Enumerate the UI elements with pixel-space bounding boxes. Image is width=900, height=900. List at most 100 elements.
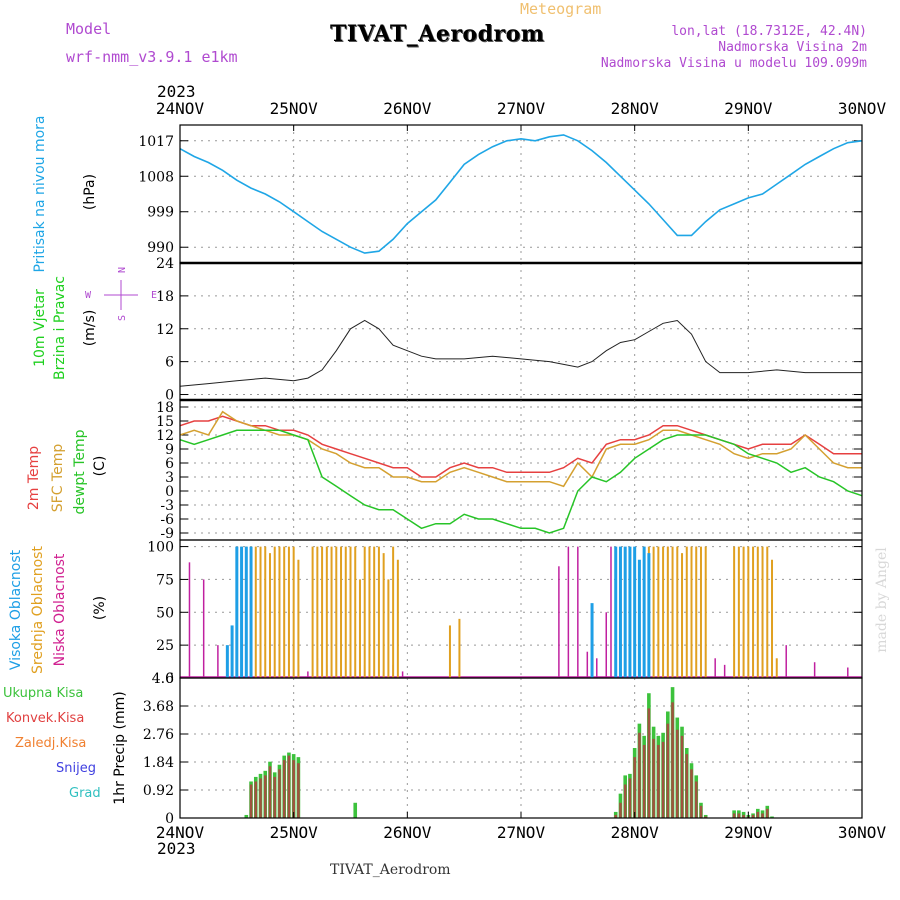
precip-conv-bar	[742, 814, 745, 818]
wind-axis-unit: (m/s)	[82, 310, 98, 347]
precip-conv-bar	[292, 760, 295, 818]
temp-axis-title-3: dewpt Temp	[72, 429, 88, 514]
precip-conv-bar	[694, 781, 698, 818]
grid-panel-3	[179, 540, 863, 679]
precip-conv-bar	[254, 781, 258, 818]
precip-conv-bar	[699, 805, 703, 818]
grid-panel-4	[179, 677, 863, 819]
precip-conv-bar	[685, 754, 689, 818]
y-tick-label: 24	[156, 256, 174, 272]
precip-conv-bar	[273, 776, 277, 818]
x-tick-label-bottom: 28NOV	[611, 823, 660, 842]
wind-axis-title-1: 10m Vjetar	[32, 289, 48, 367]
y-tick-label: 0	[165, 811, 174, 827]
compass-s-label: S	[117, 315, 128, 321]
x-tick-label-bottom: 29NOV	[724, 823, 773, 842]
pressure-axis-title: Pritisak na nivou mora	[32, 115, 48, 272]
pressure-axis-unit: (hPa)	[82, 174, 98, 210]
cloud-axis-title-1: Visoka Oblacnost	[8, 549, 24, 670]
y-tick-label: 50	[156, 605, 174, 621]
temp-axis-unit: (C)	[92, 456, 108, 477]
precip-conv-bar	[690, 769, 693, 818]
precip-legend-total: Ukupna Kisa	[3, 686, 84, 701]
x-tick-label-top: 26NOV	[383, 99, 432, 118]
y-tick-label: 12	[156, 428, 174, 444]
model-label: Model	[66, 20, 112, 38]
x-tick-label-top: 28NOV	[611, 99, 660, 118]
precip-conv-bar	[737, 813, 741, 818]
y-tick-label: -6	[160, 512, 174, 528]
precip-conv-bar	[652, 738, 655, 818]
precip-conv-bar	[732, 813, 736, 818]
precip-conv-bar	[704, 816, 708, 818]
y-tick-label: 990	[147, 240, 174, 256]
precip-total-bar	[244, 814, 249, 818]
y-tick-label: 1017	[138, 134, 174, 150]
y-tick-label: 18	[156, 289, 174, 305]
precip-legend-conv: Konvek.Kisa	[6, 711, 85, 726]
y-tick-label: 6	[165, 355, 174, 371]
y-tick-label: 15	[156, 414, 174, 430]
cloud-axis-unit: (%)	[92, 596, 108, 620]
precip-conv-bar	[666, 723, 670, 818]
precip-conv-bar	[657, 744, 660, 818]
temp-axis-title-2: SFC Temp	[50, 444, 66, 513]
precip-conv-bar	[297, 763, 300, 818]
precip-legend-freezing: Zaledj.Kisa	[15, 736, 87, 751]
precip-conv-bar	[268, 766, 272, 818]
y-tick-label: 25	[156, 638, 174, 654]
precip-total-bar	[353, 802, 358, 818]
y-tick-label: 4.6	[152, 671, 174, 687]
precip-conv-bar	[671, 702, 674, 818]
y-tick-label: -3	[160, 498, 174, 514]
x-tick-label-bottom: 30NOV	[838, 823, 887, 842]
precip-conv-bar	[263, 775, 267, 818]
precip-conv-bar	[619, 802, 622, 818]
compass-n-label: N	[117, 267, 128, 273]
wind-axis-title-2: Brzina i Pravac	[52, 276, 68, 380]
x-tick-label-top: 27NOV	[497, 99, 546, 118]
y-tick-label: 1008	[138, 169, 174, 185]
panel-frame-3	[179, 539, 863, 679]
wind-speed-line	[179, 319, 862, 387]
y-tick-label: 3	[165, 470, 174, 486]
x-tick-label-bottom: 24NOV	[156, 823, 205, 842]
precip-conv-bar	[675, 729, 679, 818]
lonlat-label: lon,lat (18.7312E, 42.4N)	[671, 24, 867, 39]
y-tick-label: 3.68	[143, 699, 174, 715]
y-tick-label: 999	[147, 205, 174, 221]
y-tick-label: 1.84	[143, 755, 174, 771]
elevation-label: Nadmorska Visina 2m	[718, 40, 867, 55]
temp-axis-title-1: 2m Temp	[26, 446, 42, 510]
y-tick-label: 2.76	[143, 727, 174, 743]
precip-conv-bar	[661, 741, 665, 818]
precip-conv-bar	[282, 760, 286, 818]
y-tick-label: 12	[156, 322, 174, 338]
year-label-top: 2023	[157, 82, 196, 101]
precip-axis-title: 1hr Precip (mm)	[112, 691, 128, 804]
precip-conv-bar	[751, 814, 755, 818]
year-label-bottom: 2023	[157, 839, 196, 858]
x-tick-label-top: 30NOV	[838, 99, 887, 118]
meteogram-label: Meteogram	[520, 0, 602, 18]
x-tick-label-top: 25NOV	[270, 99, 319, 118]
precip-conv-bar	[761, 813, 764, 818]
precip-legend-snow: Snijeg	[56, 761, 96, 776]
precip-conv-bar	[765, 808, 769, 818]
precip-conv-bar	[287, 755, 291, 818]
y-tick-label: 0	[165, 388, 174, 404]
precip-legend-hail: Grad	[69, 786, 101, 801]
precip-conv-bar	[278, 769, 281, 818]
x-tick-label-bottom: 27NOV	[497, 823, 546, 842]
precip-conv-bar	[647, 708, 651, 818]
precip-conv-bar	[638, 732, 641, 818]
precip-conv-bar	[680, 735, 684, 818]
temp-2m-line	[179, 415, 862, 478]
y-tick-label: 0	[165, 671, 174, 687]
precip-conv-bar	[623, 784, 627, 818]
model-name: wrf-nmm_v3.9.1 e1km	[66, 48, 238, 66]
y-tick-label: 0.92	[143, 783, 174, 799]
x-tick-label-top: 29NOV	[724, 99, 773, 118]
y-tick-label: 75	[156, 572, 174, 588]
